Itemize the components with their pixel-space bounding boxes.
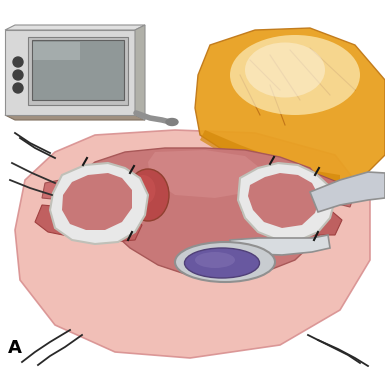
Polygon shape bbox=[15, 130, 370, 358]
Ellipse shape bbox=[195, 252, 235, 268]
Polygon shape bbox=[248, 173, 320, 228]
Polygon shape bbox=[35, 205, 142, 242]
Text: A: A bbox=[8, 339, 22, 357]
Circle shape bbox=[13, 57, 23, 67]
Polygon shape bbox=[135, 25, 145, 120]
Polygon shape bbox=[5, 30, 135, 115]
Polygon shape bbox=[75, 148, 328, 278]
Ellipse shape bbox=[230, 35, 360, 115]
Polygon shape bbox=[148, 150, 265, 198]
Polygon shape bbox=[195, 28, 385, 182]
Ellipse shape bbox=[175, 242, 275, 282]
Polygon shape bbox=[5, 115, 145, 120]
Circle shape bbox=[13, 70, 23, 80]
Polygon shape bbox=[50, 163, 148, 244]
FancyBboxPatch shape bbox=[28, 37, 128, 105]
Polygon shape bbox=[42, 172, 148, 200]
Ellipse shape bbox=[166, 119, 178, 126]
Polygon shape bbox=[310, 172, 385, 212]
Ellipse shape bbox=[127, 169, 169, 221]
Circle shape bbox=[13, 83, 23, 93]
Polygon shape bbox=[242, 198, 342, 235]
Polygon shape bbox=[238, 163, 335, 240]
Ellipse shape bbox=[245, 43, 325, 98]
Polygon shape bbox=[240, 170, 355, 207]
Ellipse shape bbox=[184, 248, 259, 278]
FancyBboxPatch shape bbox=[32, 40, 124, 100]
Polygon shape bbox=[5, 25, 145, 30]
Polygon shape bbox=[33, 42, 80, 60]
Polygon shape bbox=[230, 235, 330, 255]
Polygon shape bbox=[200, 130, 340, 185]
Ellipse shape bbox=[131, 175, 156, 205]
Polygon shape bbox=[62, 173, 132, 230]
